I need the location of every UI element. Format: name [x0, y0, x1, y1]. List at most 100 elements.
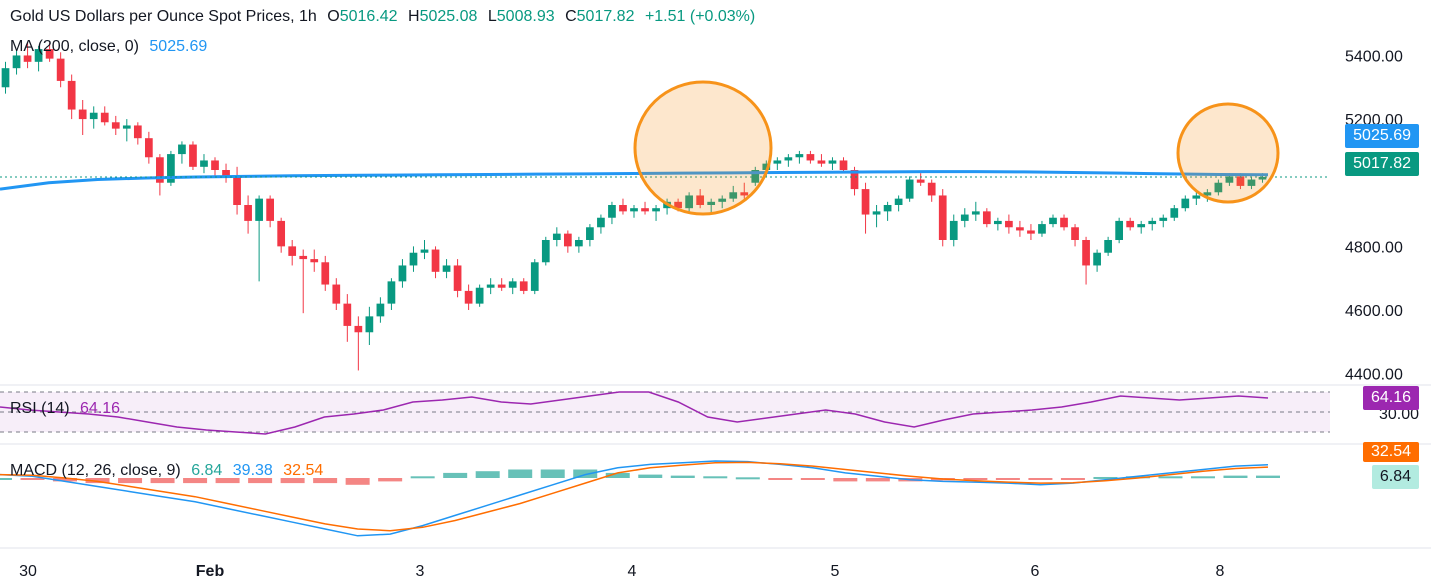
candle-body [1049, 217, 1057, 225]
y-tick-label: 4600.00 [1345, 303, 1403, 320]
candle-body [288, 246, 297, 256]
candle-body [982, 211, 991, 225]
candle-body [255, 198, 263, 221]
macd-histogram-bar [800, 478, 825, 480]
macd-hist-value: 6.84 [191, 462, 223, 479]
rsi-legend: RSI (14) 64.16 [10, 400, 126, 418]
candle-body [1236, 176, 1245, 186]
candle-body [1181, 198, 1190, 209]
candle-body [751, 170, 760, 183]
ma-label: MA (200, close, 0) [10, 38, 139, 55]
candle-body [597, 217, 605, 228]
candle-body [696, 195, 705, 205]
candle-body [1203, 192, 1212, 196]
candle-body [67, 80, 76, 110]
candle-body [45, 49, 54, 59]
macd-line [0, 460, 1269, 537]
candle-body [56, 58, 65, 81]
candle-body [475, 287, 484, 304]
candle-body [1148, 220, 1157, 225]
candle-body [189, 144, 197, 167]
candle-body [1027, 230, 1035, 234]
close-label: C [565, 8, 577, 25]
ma-legend: MA (200, close, 0) 5025.69 [10, 38, 213, 56]
rsi-line [0, 391, 1269, 435]
macd-histogram-bar [313, 478, 338, 484]
y-tick-label: 5400.00 [1345, 48, 1403, 65]
x-tick-label: 30 [19, 563, 37, 580]
macd-histogram-bar [443, 472, 468, 478]
candle-body [409, 252, 418, 266]
candle-body [1060, 217, 1068, 228]
candle-body [299, 255, 308, 260]
candle-body [806, 154, 815, 161]
candle-body [1258, 177, 1267, 180]
macd-histogram-bar [20, 478, 45, 480]
candle-body [872, 211, 881, 215]
rsi-label: RSI (14) [10, 400, 70, 417]
low-value: 5008.93 [496, 8, 555, 25]
candle-body [1082, 240, 1090, 266]
macd-histogram-bar [1158, 476, 1183, 479]
macd-histogram-bar [865, 478, 890, 482]
macd-histogram-bar [118, 478, 143, 484]
macd-histogram-bar [215, 478, 240, 484]
x-tick-label: 6 [1031, 563, 1040, 580]
macd-histogram-bar [703, 476, 728, 479]
candle-body [905, 179, 914, 199]
candle-body [431, 249, 440, 272]
candle-body [1, 68, 10, 88]
close-value: 5017.82 [576, 8, 635, 25]
ma-line [0, 170, 1269, 191]
candle-body [508, 281, 517, 288]
macd-signal-line [0, 461, 1269, 532]
candle-body [861, 189, 870, 215]
candle-body [619, 205, 627, 212]
candle-body [376, 303, 385, 317]
candle-body [828, 160, 837, 164]
open-value: 5016.42 [339, 8, 398, 25]
open-label: O [327, 8, 340, 25]
candle-body [762, 163, 771, 170]
macd-histogram-bar [248, 478, 273, 484]
y-tick-label: 4400.00 [1345, 367, 1403, 384]
y-tick-label: 4800.00 [1345, 239, 1403, 256]
candle-body [144, 138, 153, 158]
candle-body [563, 233, 572, 247]
candle-body [23, 55, 32, 62]
macd-histogram-bar [833, 478, 858, 482]
candle-body [321, 262, 330, 285]
macd-histogram-bar [573, 469, 598, 478]
chart-legend: Gold US Dollars per Ounce Spot Prices, 1… [10, 8, 761, 26]
candle-body [552, 233, 561, 240]
candle-body [652, 208, 660, 212]
x-tick-label: 3 [416, 563, 425, 580]
candle-body [685, 195, 693, 209]
change-value: +1.51 (+0.03%) [644, 8, 756, 25]
candle-body [12, 55, 21, 69]
candle-body [608, 205, 616, 218]
last-price-tag: 5017.82 [1345, 152, 1419, 176]
candle-body [222, 170, 230, 177]
candle-body [575, 240, 583, 247]
macd-line-value: 39.38 [232, 462, 273, 479]
candle-body [244, 205, 252, 221]
candle-body [310, 259, 319, 263]
candle-body [464, 290, 473, 304]
macd-label: MACD (12, 26, close, 9) [10, 462, 181, 479]
candle-body [1038, 224, 1046, 234]
candle-body [1126, 220, 1135, 228]
candle-body [1192, 195, 1201, 199]
candle-body [729, 192, 738, 199]
candle-body [133, 125, 142, 139]
candle-body [167, 154, 175, 183]
macd-histogram-bar [1190, 476, 1215, 479]
candle-body [211, 160, 219, 170]
macd-histogram-bar [378, 478, 403, 482]
x-tick-label: 8 [1216, 563, 1225, 580]
candle-body [1247, 179, 1256, 186]
candle-body [994, 220, 1002, 225]
candle-body [1005, 220, 1013, 228]
macd-histogram-bar [605, 472, 630, 478]
